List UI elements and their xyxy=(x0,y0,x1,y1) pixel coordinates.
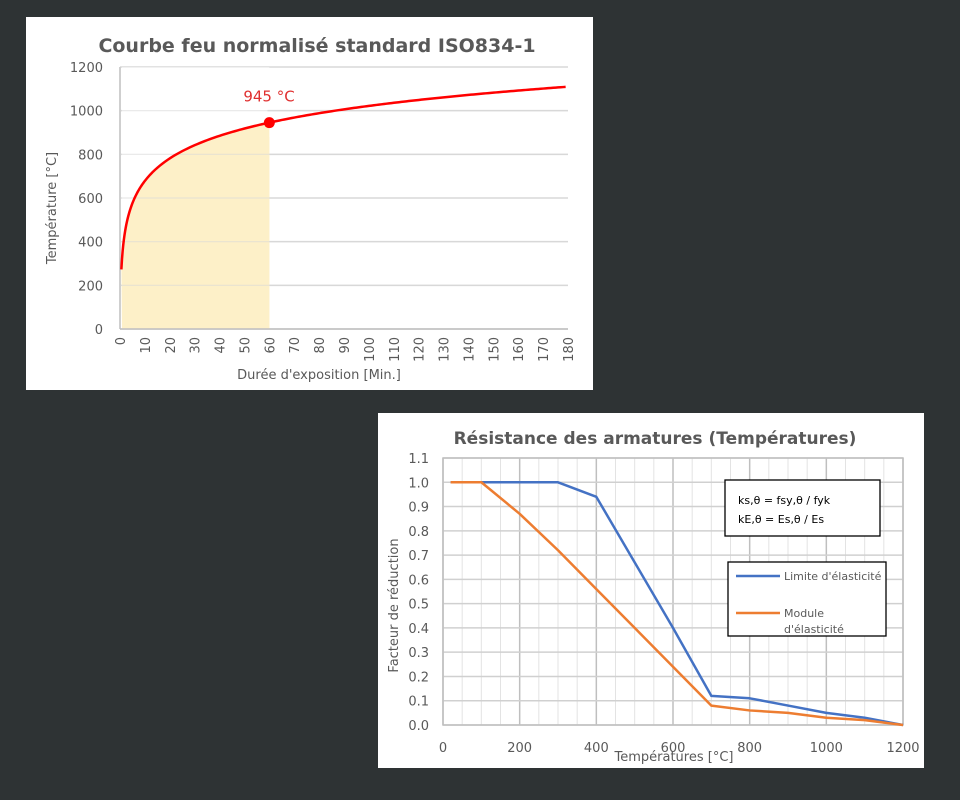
x-tick-label: 1000 xyxy=(810,741,843,756)
formula-box: ks,θ = fsy,θ / fyk kE,θ = Es,θ / Es xyxy=(724,479,881,537)
y-tick-label: 0.7 xyxy=(408,549,429,564)
x-tick-label: 90 xyxy=(338,337,353,354)
y-tick-label: 400 xyxy=(78,236,103,251)
x-tick-label: 10 xyxy=(139,337,154,354)
x-tick-label: 30 xyxy=(189,337,204,354)
y-tick-label: 1.0 xyxy=(408,476,429,491)
annotation-label: 945 °C xyxy=(243,88,294,106)
y-tick-label: 0.1 xyxy=(408,695,429,710)
x-tick-label: 800 xyxy=(737,741,762,756)
x-tick-label: 80 xyxy=(313,337,328,354)
chart-title: Courbe feu normalisé standard ISO834-1 xyxy=(98,35,535,57)
x-tick-label: 110 xyxy=(388,337,403,362)
x-tick-label: 400 xyxy=(584,741,609,756)
x-tick-label: 130 xyxy=(438,337,453,362)
x-tick-label: 150 xyxy=(487,337,502,362)
y-tick-label: 0.2 xyxy=(408,670,429,685)
x-tick-label: 1200 xyxy=(886,741,919,756)
iso834-chart-panel: Courbe feu normalisé standard ISO834-1 0 2… xyxy=(26,17,593,390)
y-tick-label: 0.5 xyxy=(408,598,429,613)
rebar-resistance-chart-panel: Résistance des armatures (Températures) 0… xyxy=(378,413,924,768)
y-tick-label: 1200 xyxy=(70,61,103,76)
x-tick-label: 50 xyxy=(238,337,253,354)
x-tick-label: 20 xyxy=(164,337,179,354)
yield-strength-line xyxy=(450,481,904,727)
x-tick-label: 0 xyxy=(114,337,129,345)
formula-line: ks,θ = fsy,θ / fyk xyxy=(738,494,831,507)
x-tick-label: 70 xyxy=(288,337,303,354)
legend-label: Module xyxy=(784,607,824,620)
x-tick-label: 0 xyxy=(439,741,447,756)
legend-label: d'élasticité xyxy=(784,623,844,636)
x-axis-label: Durée d'exposition [Min.] xyxy=(237,368,401,383)
legend: Limite d'élasticité Module d'élasticité xyxy=(727,561,887,637)
y-axis-label: Facteur de réduction xyxy=(387,538,402,672)
y-tick-label: 0.3 xyxy=(408,646,429,661)
x-tick-label: 40 xyxy=(214,337,229,354)
area-fill xyxy=(121,122,270,329)
formula-line: kE,θ = Es,θ / Es xyxy=(738,513,824,526)
y-tick-label: 0.4 xyxy=(408,622,429,637)
x-tick-label: 100 xyxy=(363,337,378,362)
iso834-chart: Courbe feu normalisé standard ISO834-1 0 2… xyxy=(45,35,577,383)
x-tick-label: 140 xyxy=(462,337,477,362)
x-tick-label: 120 xyxy=(413,337,428,362)
y-tick-label: 0.9 xyxy=(408,501,429,516)
y-tick-label: 0 xyxy=(95,323,103,338)
y-tick-label: 600 xyxy=(78,192,103,207)
y-tick-label: 0.0 xyxy=(408,719,429,734)
x-tick-label: 170 xyxy=(537,337,552,362)
y-axis-label: Température [°C] xyxy=(45,152,60,265)
rebar-resistance-chart: Résistance des armatures (Températures) 0… xyxy=(387,429,920,765)
highlight-point xyxy=(263,117,275,129)
x-tick-label: 60 xyxy=(263,337,278,354)
y-tick-label: 200 xyxy=(78,279,103,294)
x-tick-label: 160 xyxy=(512,337,527,362)
chart-title: Résistance des armatures (Températures) xyxy=(454,429,857,449)
y-tick-label: 1000 xyxy=(70,105,103,120)
x-tick-label: 600 xyxy=(661,741,686,756)
y-tick-label: 1.1 xyxy=(408,452,429,467)
y-tick-label: 800 xyxy=(78,148,103,163)
x-tick-label: 200 xyxy=(507,741,532,756)
y-tick-label: 0.8 xyxy=(408,525,429,540)
legend-label: Limite d'élasticité xyxy=(784,570,882,583)
y-tick-label: 0.6 xyxy=(408,573,429,588)
x-tick-label: 180 xyxy=(562,337,577,362)
iso834-curve xyxy=(120,85,566,270)
x-axis-label: Températures [°C] xyxy=(614,750,734,765)
elastic-modulus-line xyxy=(450,481,904,727)
